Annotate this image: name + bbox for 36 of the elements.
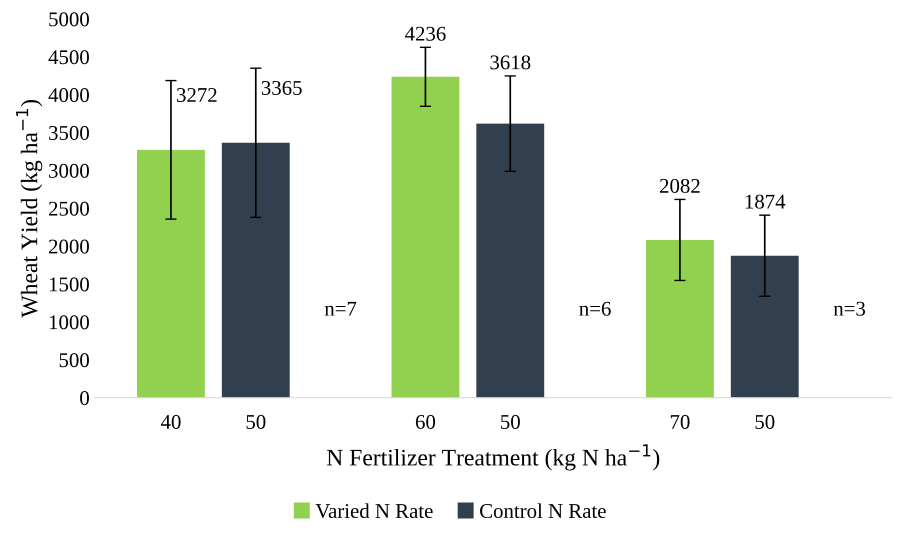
y-tick-label: 0 [80,391,89,406]
x-tick-label: 40 [160,414,181,429]
data-label: 4236 [405,26,446,41]
y-tick-label: 1500 [50,277,89,292]
y-tick-label: 2500 [48,202,89,216]
y-tick-label: 5000 [49,12,89,26]
y-axis-title: Wheat Yield (kg ha$^{−1}$) [16,100,42,318]
bar [730,256,799,398]
x-tick-label: 70 [670,414,690,429]
bar [392,76,460,398]
x-tick-label: 50 [246,414,266,429]
data-label: 3365 [262,80,302,95]
x-axis-title: N Fertilizer Treatment (kg N ha$^{−1}$) [326,444,660,470]
bar [646,240,714,398]
x-tick-label: 50 [501,414,520,429]
legend-label: Control N Rate [480,503,606,518]
bar [137,150,205,398]
bar [222,142,290,398]
x-tick-label: 60 [416,414,436,429]
x-tick-label: 50 [756,414,774,429]
annotation: n=6 [579,302,611,316]
y-tick-label: 4000 [48,88,89,102]
legend-label: Varied N Rate [316,503,433,518]
y-tick-label: 1000 [50,315,89,330]
data-label: 3618 [490,55,530,70]
y-tick-label: 3000 [49,164,89,178]
y-tick-label: 4500 [48,50,89,64]
data-label: 1874 [746,194,786,209]
annotation: n=7 [324,302,356,316]
y-tick-label: 2000 [48,240,89,254]
annotation: n=3 [834,302,866,316]
data-label: 3272 [177,88,217,102]
data-label: 2082 [660,178,700,193]
bar [476,124,544,398]
y-tick-label: 3500 [49,126,89,140]
y-tick-label: 500 [60,353,89,368]
